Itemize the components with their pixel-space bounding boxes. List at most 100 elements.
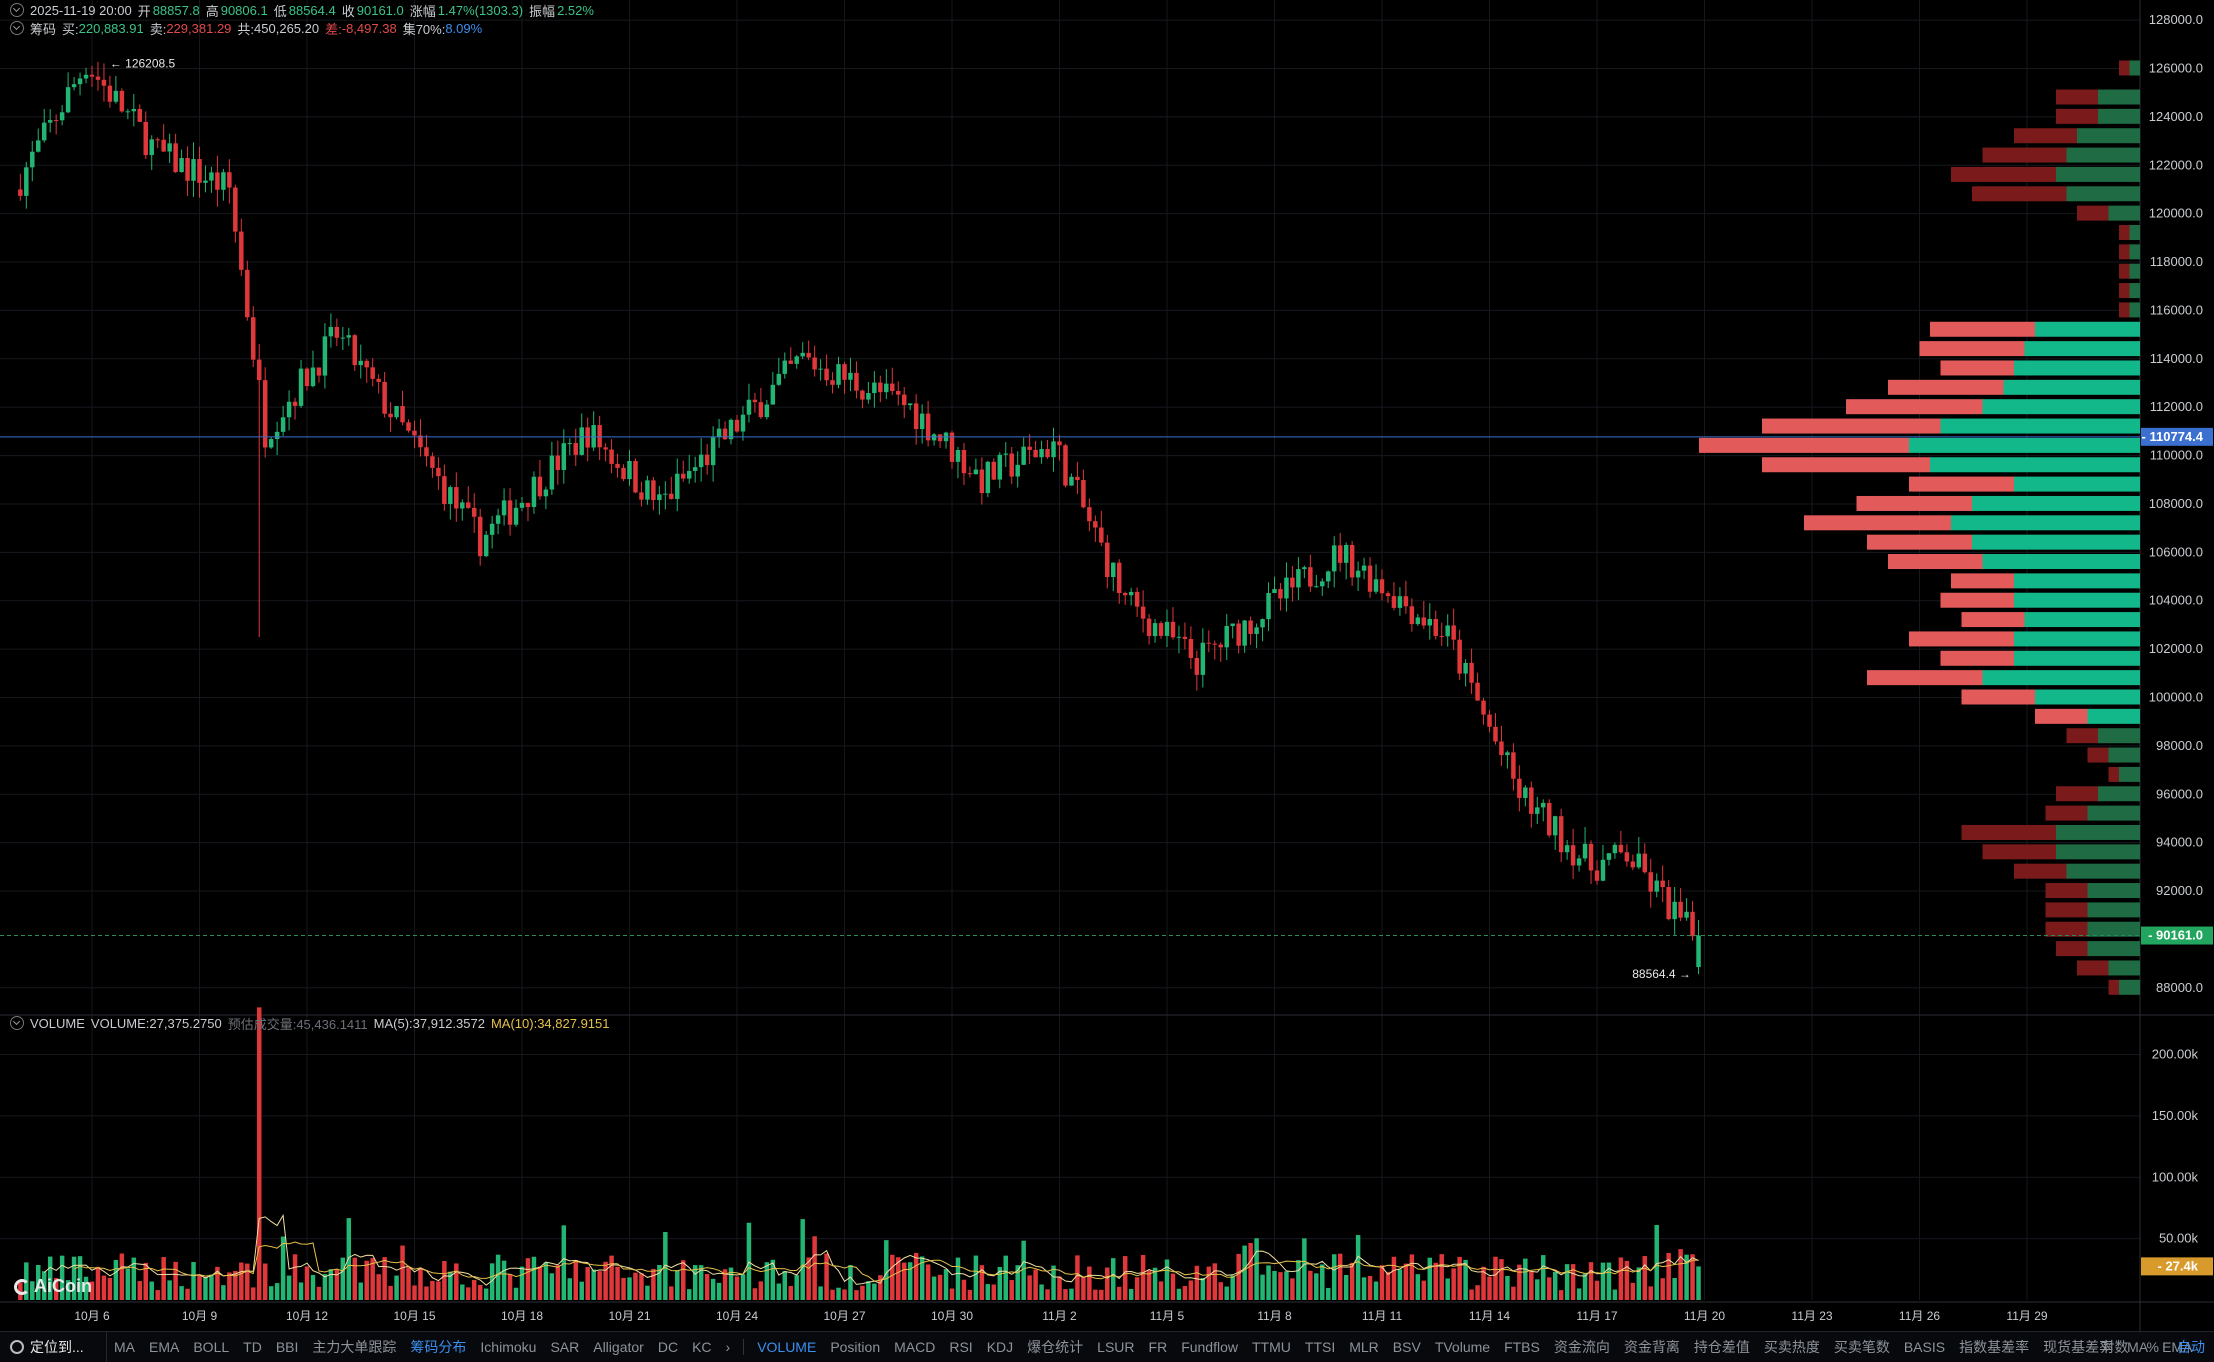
sub-indicator-3[interactable]: RSI — [949, 1339, 973, 1355]
sub-indicator-0[interactable]: VOLUME — [757, 1339, 817, 1355]
axis-mode-0[interactable]: 对数 — [2100, 1339, 2129, 1355]
profile-buy-bar — [2056, 166, 2140, 182]
collapse-icon[interactable] — [10, 21, 24, 35]
sub-indicator-5[interactable]: 爆仓统计 — [1027, 1339, 1084, 1355]
candle-body — [1069, 476, 1074, 486]
main-indicator-0[interactable]: MA — [114, 1339, 135, 1355]
volume-bar — [59, 1255, 65, 1300]
sub-indicator-13[interactable]: TVolume — [1434, 1339, 1491, 1355]
sub-indicator-4[interactable]: KDJ — [986, 1339, 1014, 1355]
sub-indicator-23[interactable]: MA — [2127, 1339, 2149, 1355]
sub-indicator-14[interactable]: FTBS — [1504, 1339, 1540, 1355]
low-label: 低 — [273, 3, 287, 19]
candle-body — [901, 394, 907, 406]
candle-body — [860, 390, 865, 400]
profile-sell-bar — [1982, 844, 2056, 860]
volume-series — [18, 1007, 1701, 1300]
chip-header: 筹码 买: 220,883.91 卖: 229,381.29 共: 450,265.2… — [0, 19, 488, 37]
candle-body — [1099, 527, 1104, 543]
price-tick-label: 102000.0 — [2149, 641, 2203, 656]
price-tick-label: 118000.0 — [2150, 254, 2203, 269]
main-indicator-1[interactable]: EMA — [149, 1339, 180, 1355]
candle-body — [1696, 935, 1701, 968]
candle-body — [1122, 593, 1128, 596]
volume-bar — [1487, 1276, 1492, 1300]
sub-indicator-24[interactable]: EMA — [2162, 1339, 2193, 1355]
axis-mode-1[interactable]: % — [2146, 1339, 2159, 1355]
volume-bar — [1236, 1253, 1241, 1300]
sub-indicator-19[interactable]: 买卖笔数 — [1833, 1339, 1890, 1355]
sub-indicator-15[interactable]: 资金流向 — [1553, 1339, 1610, 1355]
candle-body — [1594, 870, 1600, 881]
volume-bar — [53, 1277, 59, 1300]
main-indicator-3[interactable]: TD — [243, 1339, 262, 1355]
volume-bar — [298, 1282, 304, 1300]
profile-sell-bar — [1804, 515, 1951, 531]
collapse-icon[interactable] — [10, 3, 24, 17]
main-indicator-7[interactable]: Ichimoku — [480, 1339, 537, 1355]
main-indicator-5[interactable]: 主力大单跟踪 — [312, 1339, 397, 1355]
sub-indicator-18[interactable]: 买卖热度 — [1763, 1339, 1820, 1355]
sub-indicator-2[interactable]: MACD — [894, 1339, 936, 1355]
main-indicator-8[interactable]: SAR — [550, 1339, 580, 1355]
more-indicators-chevron-icon[interactable]: › — [725, 1339, 731, 1355]
profile-buy-bar — [2129, 283, 2140, 299]
aicoin-logo: AiCoin — [14, 1276, 92, 1297]
profile-sell-bar — [2119, 224, 2130, 240]
sub-indicator-16[interactable]: 资金背离 — [1623, 1339, 1680, 1355]
profile-buy-bar — [2014, 360, 2140, 376]
collapse-icon[interactable] — [10, 1016, 24, 1030]
candle-body — [251, 317, 256, 360]
profile-buy-bar — [2035, 321, 2140, 337]
main-indicator-4[interactable]: BBI — [275, 1339, 299, 1355]
axis-mode-2[interactable]: 自动 — [2177, 1339, 2205, 1355]
main-indicator-2[interactable]: BOLL — [193, 1339, 230, 1355]
sub-indicator-1[interactable]: Position — [830, 1339, 881, 1355]
locate-button[interactable]: 定位到... — [0, 1332, 107, 1362]
open-label: 开 — [137, 3, 151, 19]
volume-bar — [1140, 1254, 1146, 1300]
volume-bar — [1648, 1286, 1653, 1300]
main-indicator-10[interactable]: DC — [657, 1339, 679, 1355]
volume-bar — [597, 1271, 602, 1300]
candlestick-series — [18, 61, 1701, 975]
candle-body — [149, 139, 154, 156]
sub-indicator-17[interactable]: 持仓差值 — [1693, 1339, 1750, 1355]
sub-indicator-21[interactable]: 指数基差率 — [1959, 1339, 2030, 1355]
candle-body — [955, 450, 961, 462]
volume-bar — [704, 1274, 710, 1300]
candle-body — [1439, 635, 1444, 637]
sub-indicator-8[interactable]: Fundflow — [1181, 1339, 1238, 1355]
grid-lines — [0, 0, 2140, 1300]
volume-bar — [1457, 1256, 1462, 1300]
profile-sell-bar — [1940, 360, 2014, 376]
candle-body — [830, 380, 835, 385]
candle-body — [561, 443, 567, 470]
volume-bar — [1320, 1264, 1325, 1300]
volume-bar — [1678, 1249, 1683, 1300]
volume-bar — [1588, 1262, 1594, 1300]
volume-bar — [663, 1232, 668, 1300]
candle-body — [1343, 544, 1349, 563]
sub-indicator-20[interactable]: BASIS — [1903, 1339, 1946, 1355]
sub-indicator-6[interactable]: LSUR — [1097, 1339, 1135, 1355]
main-indicator-6[interactable]: 筹码分布 — [410, 1339, 467, 1355]
sub-indicator-10[interactable]: TTSI — [1304, 1339, 1336, 1355]
main-indicator-9[interactable]: Alligator — [593, 1339, 644, 1355]
candle-body — [1529, 787, 1534, 814]
sub-indicator-7[interactable]: FR — [1148, 1339, 1168, 1355]
volume-bar — [919, 1256, 925, 1300]
sub-indicator-9[interactable]: TTMU — [1252, 1339, 1291, 1355]
candle-body — [59, 112, 65, 121]
candle-body — [591, 425, 596, 448]
sub-indicator-11[interactable]: MLR — [1349, 1339, 1379, 1355]
volume-bar — [1481, 1266, 1486, 1300]
main-indicator-11[interactable]: KC — [692, 1339, 712, 1355]
sub-indicator-12[interactable]: BSV — [1392, 1339, 1421, 1355]
price-tick-label: 88000.0 — [2156, 980, 2203, 995]
candle-body — [997, 454, 1003, 480]
volume-bar — [30, 1281, 35, 1300]
sub-indicator-22[interactable]: 现货基差率 — [2043, 1339, 2114, 1355]
candle-body — [633, 461, 638, 493]
